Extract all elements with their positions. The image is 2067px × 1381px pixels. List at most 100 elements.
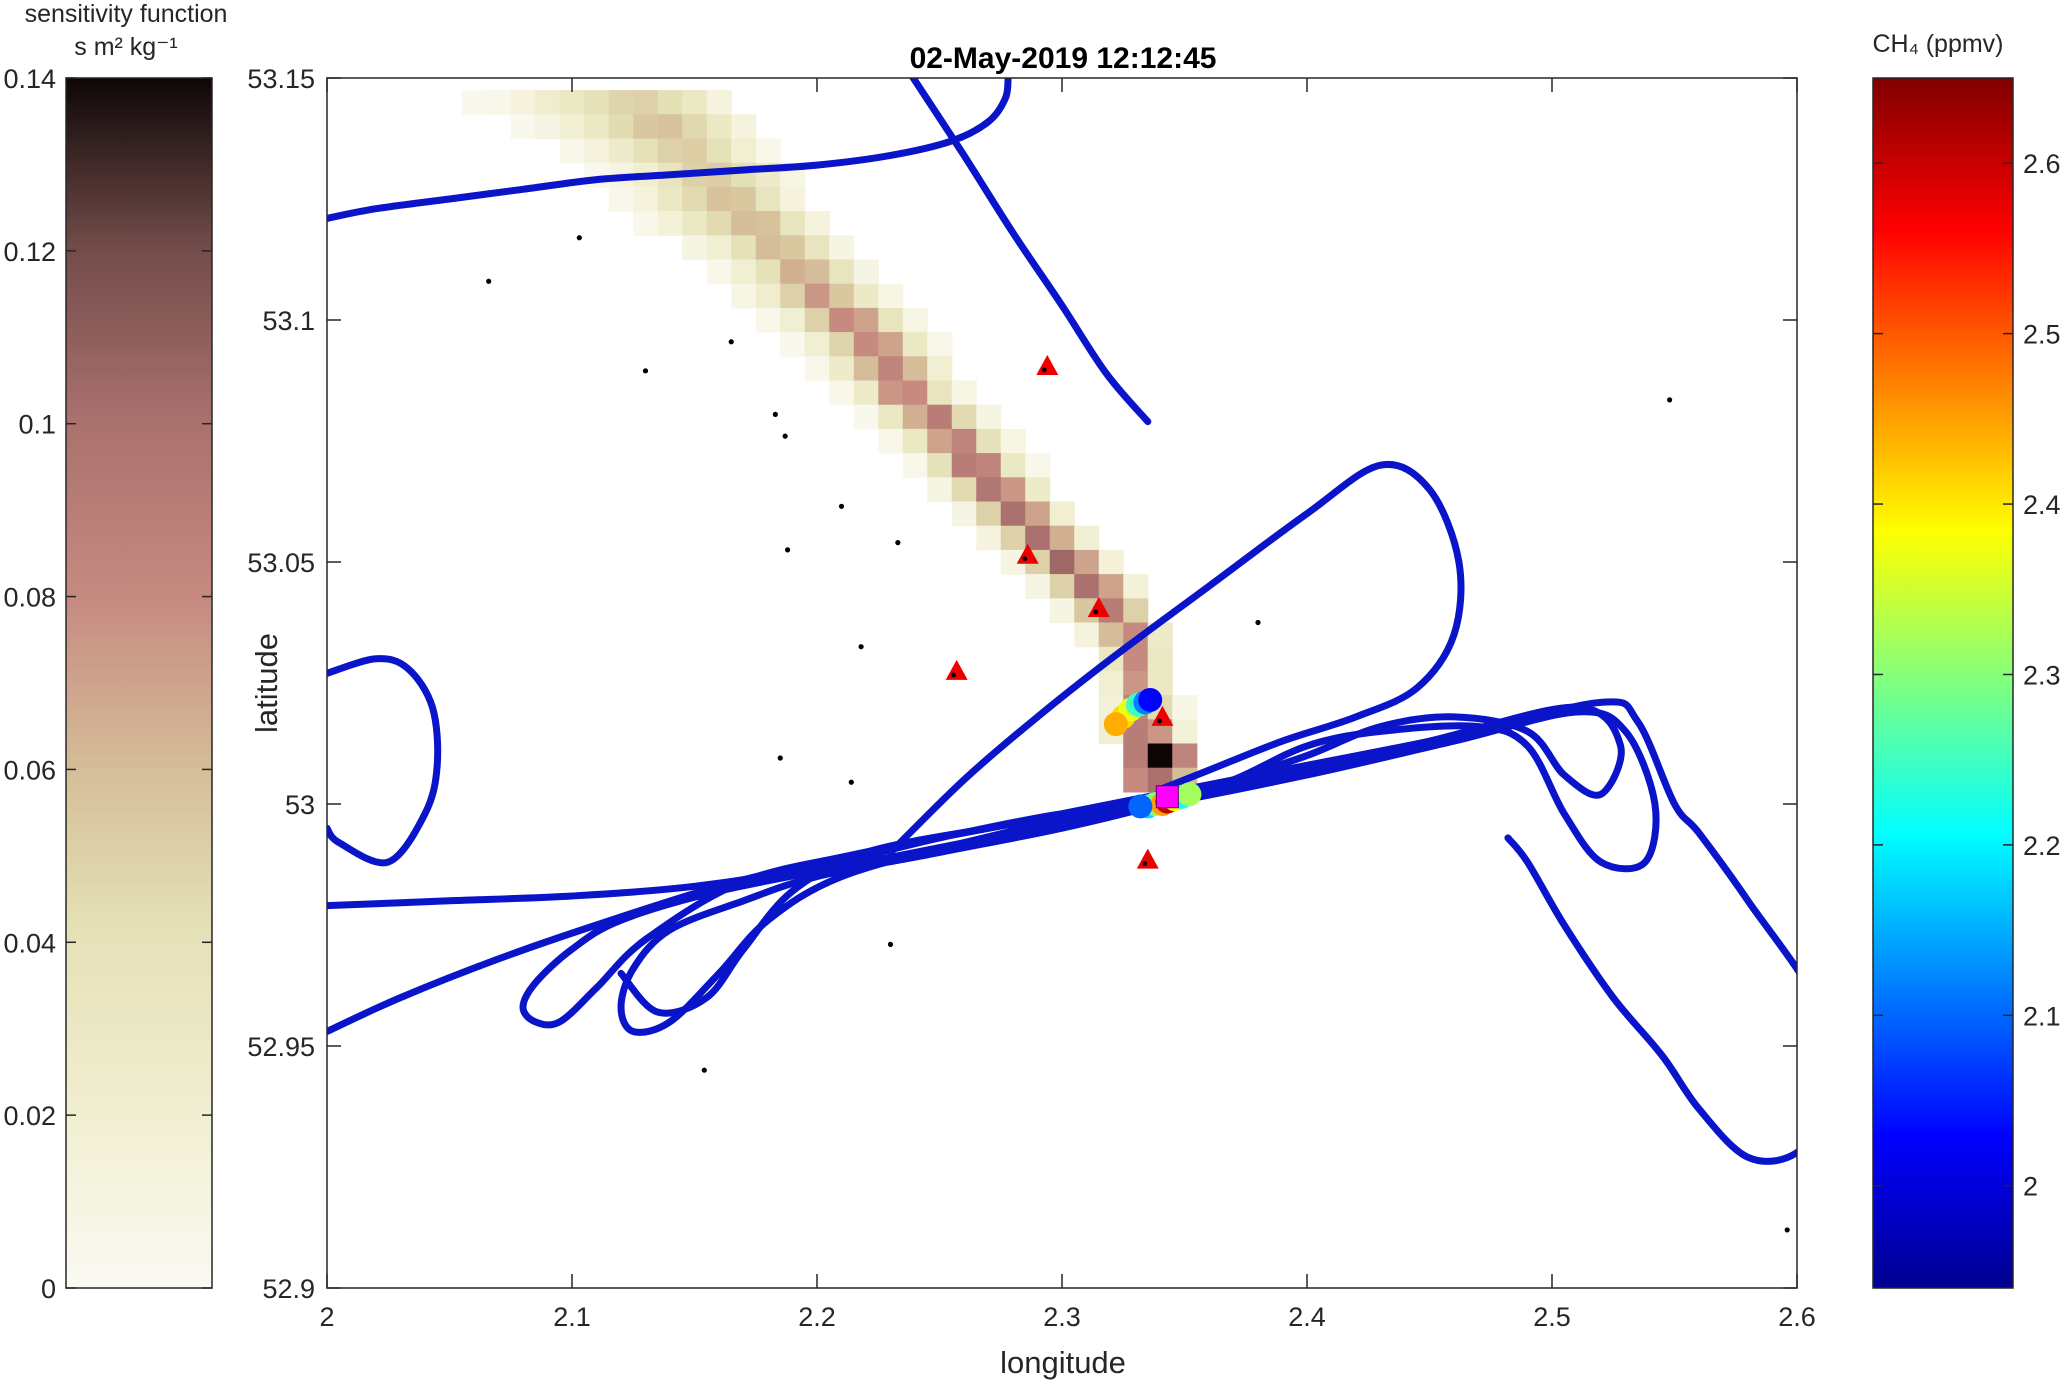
footprint-cell [878,380,904,406]
x-tick-label: 2.5 [1533,1302,1571,1332]
footprint-cell [1049,501,1075,527]
footprint-cell [461,90,487,115]
footprint-cell [1000,501,1026,527]
footprint-cell [633,90,659,115]
sensitivity-colorbar-units: s m² kg⁻¹ [74,33,177,61]
footprint-cell [682,211,708,236]
footprint-cell [927,332,953,357]
footprint-cell [608,138,634,164]
footprint-cell [1098,622,1124,648]
footprint-cell [706,138,732,164]
small-dot [777,755,783,761]
small-dot [838,503,845,509]
flight-track-segment [887,460,1465,856]
small-dot [1667,397,1673,403]
footprint-cell [902,307,928,333]
footprint-cell [829,235,855,261]
small-dot [772,411,778,417]
footprint-cell [829,259,855,285]
source-marker-layer [1155,785,1179,809]
x-tick-label: 2.3 [1043,1302,1081,1332]
ch4-tick-label: 2 [2023,1172,2038,1202]
footprint-cell [1098,549,1124,575]
footprint-cell [682,114,708,140]
footprint-cell [682,186,708,212]
footprint-cell [755,186,781,212]
x-tick-label: 2.4 [1288,1302,1326,1332]
small-dot [858,644,864,650]
footprint-cell [927,380,953,406]
footprint-cell [1025,477,1051,503]
footprint-cell [804,235,830,261]
footprint-cell [1123,574,1149,599]
y-tick-label: 53.05 [247,548,315,578]
footprint-cell [804,307,830,333]
footprint-cell [878,307,904,333]
footprint-cell [804,332,830,357]
footprint-cell [657,138,683,164]
footprint-cell [706,235,732,261]
sens-tick-label: 0.04 [3,928,56,958]
footprint-cell [951,477,977,503]
footprint-cell [657,114,683,140]
footprint-cell [584,90,610,115]
small-dot [1784,1227,1790,1233]
footprint-cell [853,380,879,406]
ch4-tick-label: 2.5 [2023,320,2061,350]
y-tick-label: 53.15 [247,64,315,94]
footprint-cell [927,477,953,503]
footprint-cell [682,90,708,115]
footprint-cell [535,90,561,115]
sens-tick-label: 0.12 [3,237,56,267]
flight-track-segment [327,655,442,867]
platform-dot [1022,556,1028,562]
sensitivity-colorbar-gradient [65,77,213,1289]
flight-track-segment [327,78,1012,222]
x-axis-label: longitude [1000,1345,1126,1380]
footprint-cell [902,453,928,478]
footprint-cell [780,259,806,285]
ch4-colorbar: CH₄ (ppmv) 2 2.1 2.2 2.3 2.4 2.5 2.6 [1872,30,2061,1289]
ch4-tick-label: 2.4 [2023,490,2061,520]
small-dot [895,540,901,546]
footprint-cell [559,138,585,164]
ch4-measurement [1103,712,1128,737]
ch4-colorbar-gradient [1872,77,2014,1289]
footprint-cell [1147,743,1173,769]
footprint-cell [976,428,1002,454]
x-tick-label: 2.2 [798,1302,836,1332]
footprint-cell [853,404,879,430]
footprint-cell [1123,743,1149,769]
ch4-measurement [1138,687,1163,712]
footprint-cell [1025,574,1051,599]
footprint-cell [1000,477,1026,503]
footprint-cell [706,114,732,140]
footprint-cell [1172,719,1198,745]
platform-marker [1136,848,1159,869]
x-tick-label: 2.6 [1778,1302,1816,1332]
footprint-cell [510,114,536,140]
footprint-cell [951,501,977,527]
footprint-cell [706,90,732,115]
footprint-cell [608,114,634,140]
footprint-cell [608,90,634,115]
platform-marker [1016,543,1039,564]
footprint-cell [927,428,953,454]
footprint-cell [976,404,1002,430]
footprint-cell [731,114,757,140]
footprint-cell [1123,646,1149,672]
ch4-tick-label: 2.2 [2023,831,2061,861]
footprint-cell [902,356,928,382]
sens-tick-label: 0.08 [3,583,56,613]
footprint-cell [1123,767,1149,793]
small-dot [642,368,649,374]
footprint-cell [780,186,806,212]
platform-dot [951,672,957,678]
footprint-cell [1098,574,1124,599]
y-tick-label: 53 [285,790,315,820]
platform-marker [1087,596,1110,617]
flight-track-segment [909,78,1152,426]
footprint-cell [510,90,536,115]
platform-marker [1151,705,1174,726]
ch4-colorbar-ticks: 2 2.1 2.2 2.3 2.4 2.5 2.6 [1873,149,2061,1202]
